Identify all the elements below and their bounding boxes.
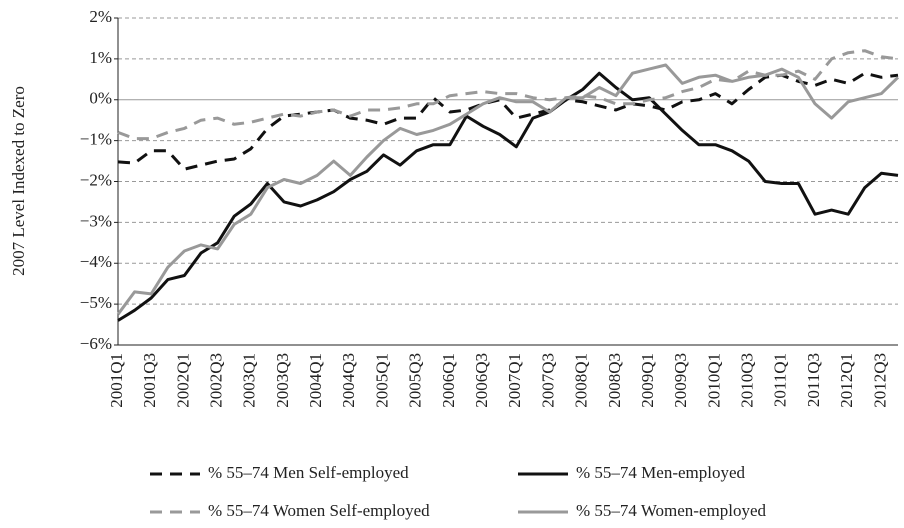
- x-tick-label: 2008Q3: [605, 353, 624, 408]
- y-tick-label: −6%: [80, 334, 112, 353]
- x-tick-label: 2010Q3: [738, 353, 757, 408]
- series-line: [117, 71, 899, 322]
- series-line: [117, 71, 899, 171]
- x-tick-label: 2007Q3: [538, 353, 557, 408]
- y-tick-label: −5%: [80, 293, 112, 312]
- x-tick-label: 2001Q3: [140, 353, 159, 408]
- x-tick-label: 2012Q3: [870, 353, 889, 408]
- y-tick-label: 1%: [89, 48, 112, 67]
- y-tick-label: −3%: [80, 211, 112, 230]
- x-tick-label: 2004Q1: [306, 353, 325, 408]
- x-tick-label: 2004Q3: [339, 353, 358, 408]
- y-tick-label: −4%: [80, 252, 112, 271]
- series-line: [116, 63, 900, 316]
- x-tick-label: 2007Q1: [505, 353, 524, 408]
- x-tick-label: 2008Q1: [572, 353, 591, 408]
- x-tick-label: 2006Q3: [472, 353, 491, 408]
- legend-label: % 55–74 Men Self-employed: [208, 463, 409, 482]
- y-tick-label: 2%: [89, 7, 112, 26]
- legend-label: % 55–74 Women Self-employed: [208, 501, 430, 520]
- x-tick-label: 2006Q1: [439, 353, 458, 408]
- y-axis-title: 2007 Level Indexed to Zero: [9, 86, 28, 276]
- y-tick-label: −2%: [80, 170, 112, 189]
- x-tick-label: 2010Q1: [704, 353, 723, 408]
- y-tick-label: 0%: [89, 89, 112, 108]
- x-tick-label: 2011Q1: [771, 353, 790, 407]
- x-tick-label: 2002Q3: [206, 353, 225, 408]
- series-line: [117, 49, 899, 141]
- x-tick-label: 2011Q3: [804, 353, 823, 407]
- x-tick-label: 2003Q1: [240, 353, 259, 408]
- x-tick-label: 2005Q3: [406, 353, 425, 408]
- x-tick-label: 2005Q1: [372, 353, 391, 408]
- legend-label: % 55–74 Men-employed: [576, 463, 746, 482]
- y-tick-label: −1%: [80, 130, 112, 149]
- x-tick-label: 2012Q1: [837, 353, 856, 408]
- x-tick-label: 2001Q1: [107, 353, 126, 408]
- x-tick-label: 2009Q1: [638, 353, 657, 408]
- legend-label: % 55–74 Women-employed: [576, 501, 767, 520]
- x-tick-label: 2003Q3: [273, 353, 292, 408]
- x-tick-label: 2009Q3: [671, 353, 690, 408]
- x-tick-label: 2002Q1: [173, 353, 192, 408]
